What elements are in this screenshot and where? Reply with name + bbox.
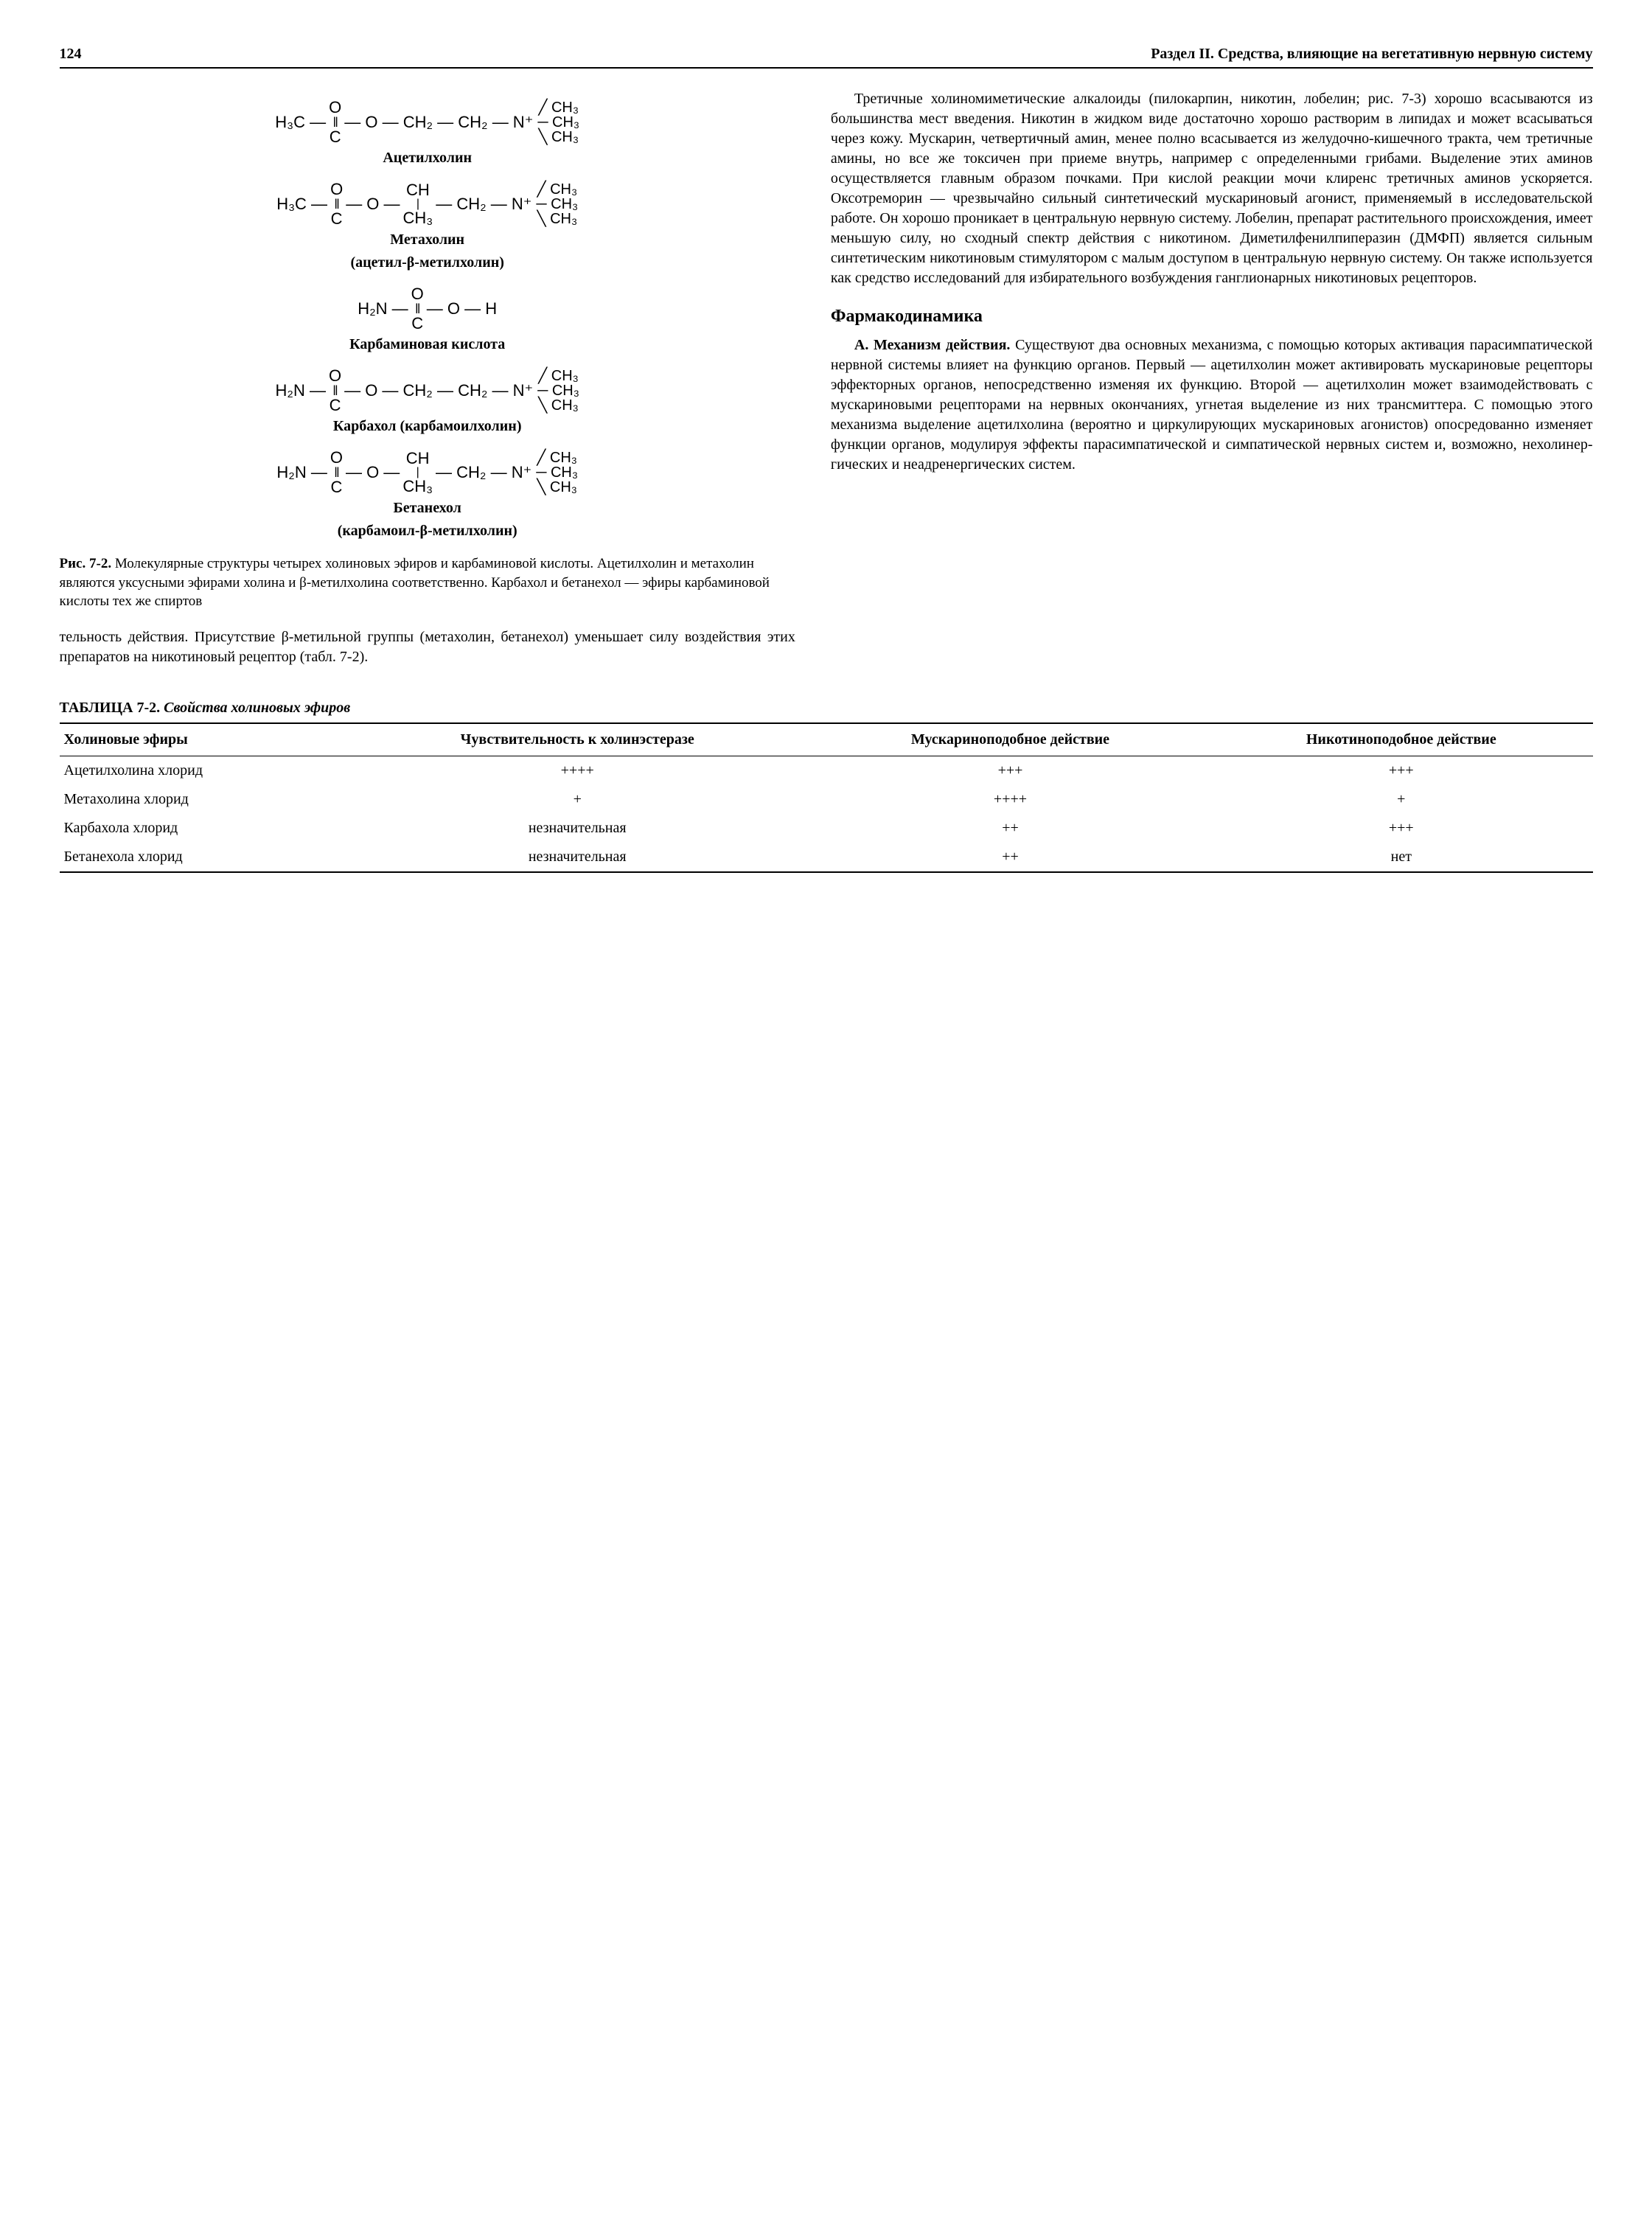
table-cell: ++ bbox=[811, 814, 1210, 843]
structure-label: Ацетилхолин bbox=[60, 148, 795, 168]
table-cell: ++++ bbox=[344, 756, 811, 785]
chem-frag: H₃C — bbox=[276, 193, 327, 215]
table-cell: Метахолина хлорид bbox=[60, 785, 344, 814]
table-col-header: Мускариноподобное действие bbox=[811, 723, 1210, 756]
table-col-header: Чувствительность к холинэстеразе bbox=[344, 723, 811, 756]
table-cell: Карбахола хлорид bbox=[60, 814, 344, 843]
left-column: H₃C — O ‖ C — O — CH₂ — CH₂ — N⁺ ╱ CH₃ ─… bbox=[60, 89, 795, 678]
n-ch3-group: ╱ CH₃ ─ CH₃ ╲ CH₃ bbox=[534, 450, 578, 495]
table-cell: ++ bbox=[811, 843, 1210, 872]
table-row: Метахолина хлорид + ++++ + bbox=[60, 785, 1593, 814]
table-row: Карбахола хлорид незначительная ++ +++ bbox=[60, 814, 1593, 843]
properties-table: Холиновые эфиры Чувствительность к холин… bbox=[60, 722, 1593, 873]
carbonyl-group: O ‖ C bbox=[411, 286, 424, 332]
figure-caption: Рис. 7-2. Молекулярные структуры четырех… bbox=[60, 554, 795, 611]
right-column: Третичные холиномиметические алкалоиды (… bbox=[831, 89, 1593, 678]
n-ch3-group: ╱ CH₃ ─ CH₃ ╲ CH₃ bbox=[536, 369, 579, 413]
table-cell: Ацетилхолина хлорид bbox=[60, 756, 344, 785]
structure-carbachol: H₂N — O ‖ C — O — CH₂ — CH₂ — N⁺ ╱ CH₃ ─… bbox=[60, 368, 795, 414]
chem-frag: — O — CH₂ — CH₂ — N⁺ bbox=[344, 111, 533, 133]
structure-methacholine: H₃C — O ‖ C — O — CH | CH₃ — CH₂ — N⁺ bbox=[60, 181, 795, 227]
table-cell: Бетанехола хлорид bbox=[60, 843, 344, 872]
table-col-header: Никотиноподобное действие bbox=[1210, 723, 1592, 756]
chem-frag: — O — CH₂ — CH₂ — N⁺ bbox=[344, 380, 533, 402]
ch-ch3-branch: CH | CH₃ bbox=[402, 450, 433, 495]
table-header-row: Холиновые эфиры Чувствительность к холин… bbox=[60, 723, 1593, 756]
chem-frag: — CH₂ — N⁺ bbox=[436, 193, 532, 215]
right-paragraph-1: Третичные холиномиметические алкалоиды (… bbox=[831, 89, 1593, 288]
table-row: Бетанехола хлорид незначительная ++ нет bbox=[60, 843, 1593, 872]
table-name: Свойства холиновых эфиров bbox=[160, 700, 350, 716]
chem-frag: H₃C — bbox=[275, 111, 326, 133]
structure-label: Бетанехол bbox=[60, 498, 795, 518]
structure-label: Карбаминовая кислота bbox=[60, 335, 795, 355]
paragraph-lead: А. Механизм действия. bbox=[854, 337, 1011, 353]
structure-carbamic-acid: H₂N — O ‖ C — O — H bbox=[60, 286, 795, 332]
table-title: ТАБЛИЦА 7-2. Свойства холиновых эфиров bbox=[60, 698, 1593, 718]
structure-sublabel: (карбамоил-β-метилхолин) bbox=[60, 521, 795, 541]
table-cell: +++ bbox=[1210, 814, 1592, 843]
structure-label: Карбахол (карбамоилхолин) bbox=[60, 417, 795, 436]
chem-frag: H₂N — bbox=[358, 298, 408, 320]
structure-acetylcholine: H₃C — O ‖ C — O — CH₂ — CH₂ — N⁺ ╱ CH₃ ─… bbox=[60, 100, 795, 145]
chem-frag: H₂N — bbox=[276, 380, 326, 402]
chem-frag: — O — bbox=[346, 193, 400, 215]
figure-caption-text: Молекулярные структуры четырех холиновых… bbox=[60, 556, 770, 609]
paragraph-body: Существуют два основ­ных механизма, с по… bbox=[831, 337, 1593, 473]
carbonyl-group: O ‖ C bbox=[330, 450, 343, 495]
n-ch3-group: ╱ CH₃ ─ CH₃ ╲ CH₃ bbox=[534, 182, 578, 226]
carbonyl-group: O ‖ C bbox=[330, 181, 343, 227]
right-paragraph-2: А. Механизм действия. Существуют два осн… bbox=[831, 335, 1593, 475]
table-number: ТАБЛИЦА 7-2. bbox=[60, 700, 161, 716]
structure-bethanechol: H₂N — O ‖ C — O — CH | CH₃ — CH₂ — N⁺ bbox=[60, 450, 795, 495]
table-row: Ацетилхолина хлорид ++++ +++ +++ bbox=[60, 756, 1593, 785]
page-number: 124 bbox=[60, 44, 82, 64]
carbonyl-group: O ‖ C bbox=[329, 368, 341, 414]
figure-number: Рис. 7-2. bbox=[60, 556, 112, 571]
structure-sublabel: (ацетил-β-метилхолин) bbox=[60, 253, 795, 273]
carbonyl-group: O ‖ C bbox=[329, 100, 341, 145]
table-cell: нет bbox=[1210, 843, 1592, 872]
ch-ch3-branch: CH | CH₃ bbox=[403, 182, 433, 226]
table-cell: +++ bbox=[1210, 756, 1592, 785]
structure-label: Метахолин bbox=[60, 230, 795, 250]
table-cell: + bbox=[344, 785, 811, 814]
section-title: Раздел II. Средства, влияющие на вегетат… bbox=[1151, 44, 1592, 64]
table-col-header: Холиновые эфиры bbox=[60, 723, 344, 756]
table-cell: + bbox=[1210, 785, 1592, 814]
table-cell: незначительная bbox=[344, 843, 811, 872]
chem-frag: — O — H bbox=[427, 298, 497, 320]
table-cell: ++++ bbox=[811, 785, 1210, 814]
chem-frag: H₂N — bbox=[276, 462, 327, 484]
left-tail-paragraph: тельность действия. Присутствие β-метиль… bbox=[60, 627, 795, 667]
table-cell: незначительная bbox=[344, 814, 811, 843]
table-cell: +++ bbox=[811, 756, 1210, 785]
chem-frag: — O — bbox=[346, 462, 400, 484]
page-header: 124 Раздел II. Средства, влияющие на вег… bbox=[60, 44, 1593, 69]
section-heading: Фармакодинамика bbox=[831, 304, 1593, 328]
n-ch3-group: ╱ CH₃ ─ CH₃ ╲ CH₃ bbox=[536, 100, 579, 144]
chem-frag: — CH₂ — N⁺ bbox=[436, 462, 532, 484]
